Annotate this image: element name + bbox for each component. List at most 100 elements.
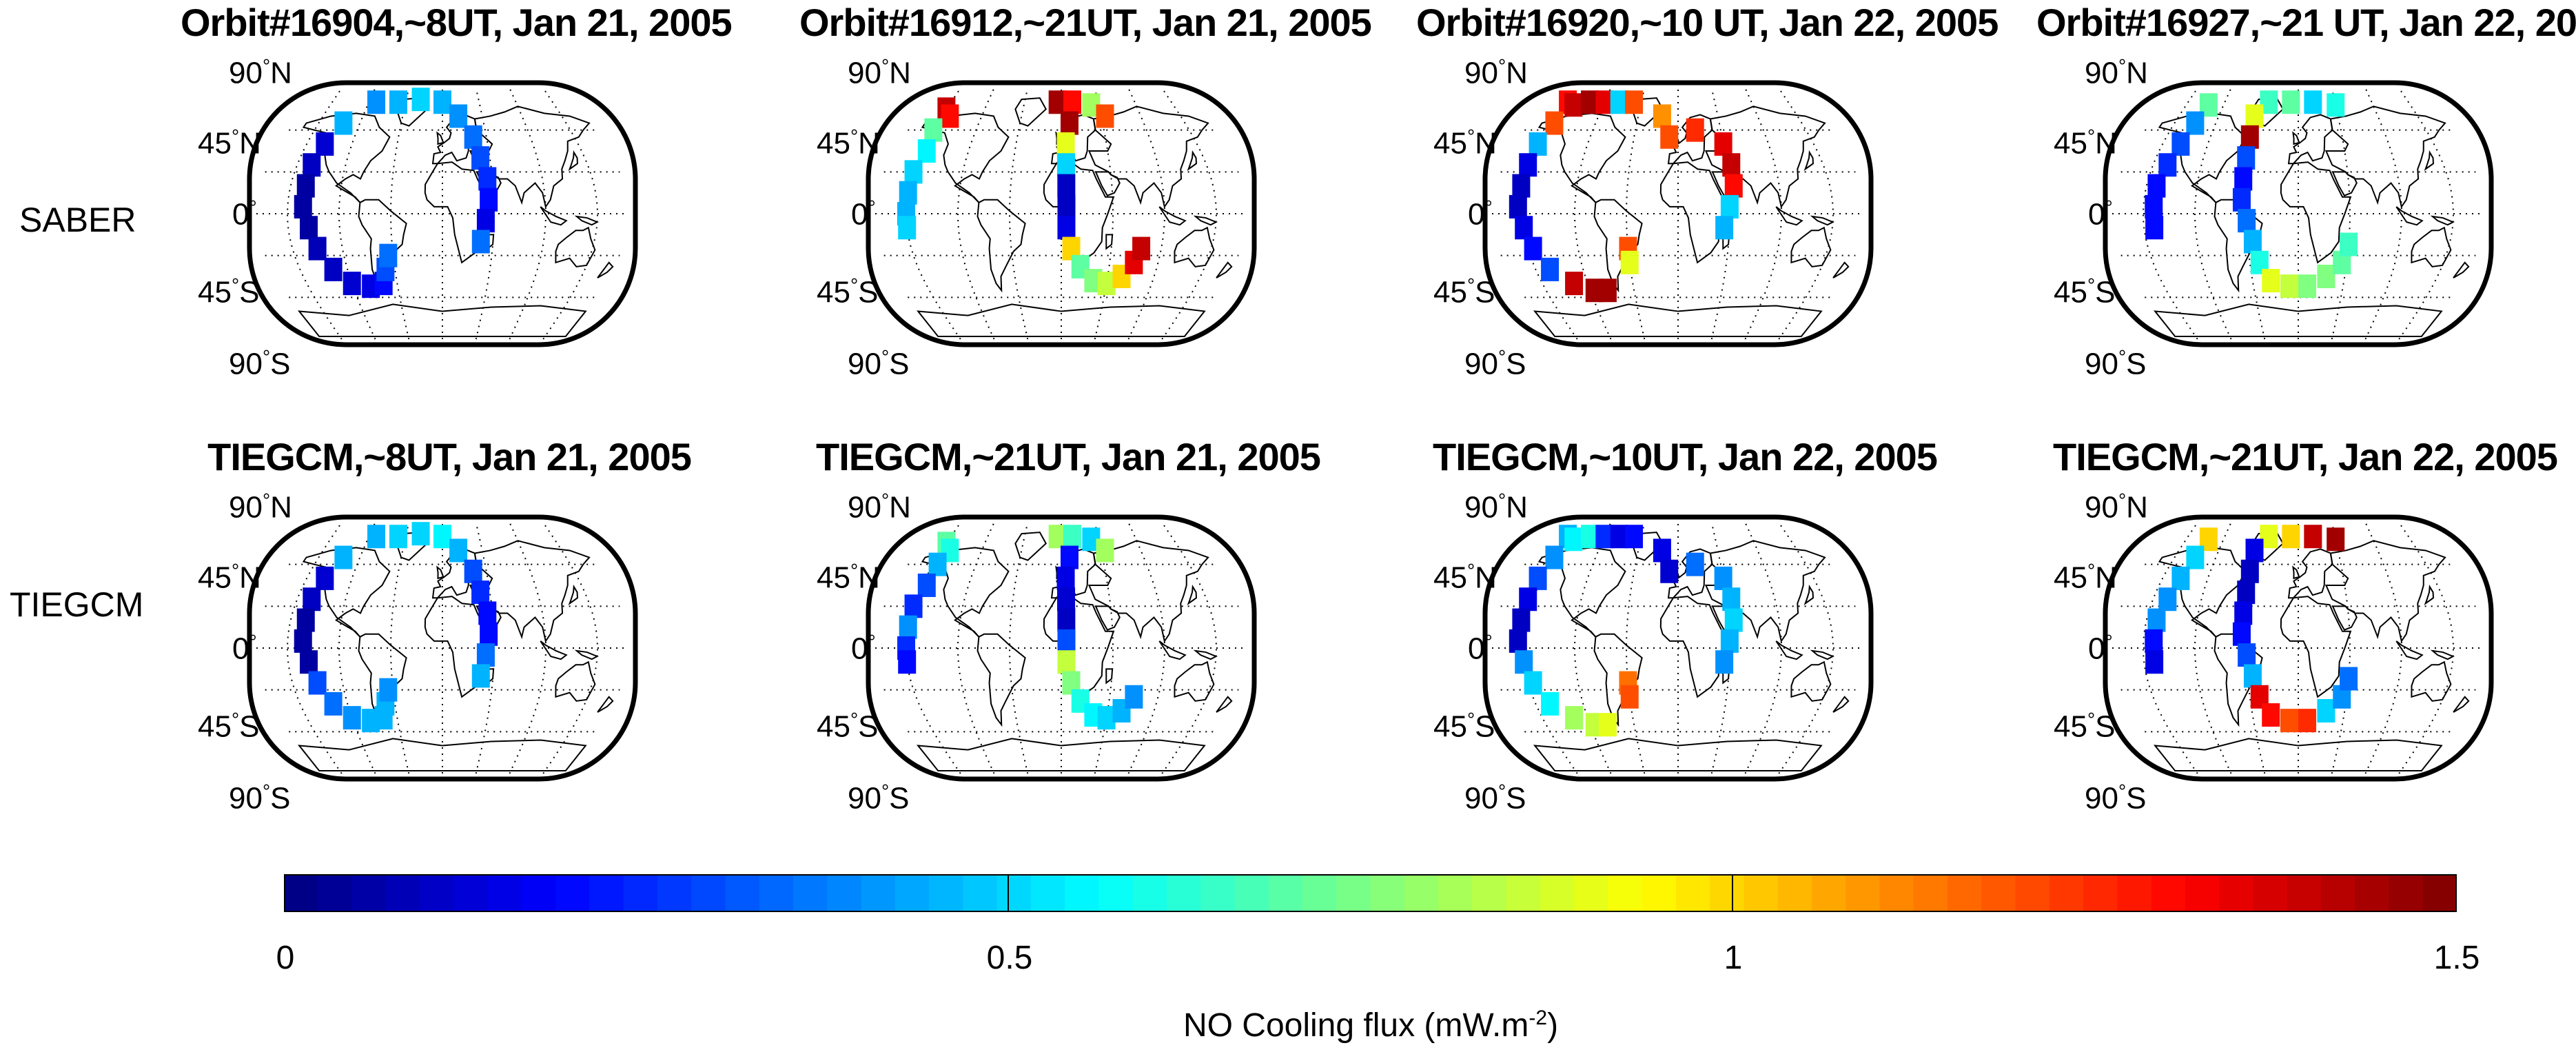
world-map [1482,80,1874,347]
coastline [977,633,1026,727]
coastline [2331,605,2358,631]
graticule-meridian [957,522,995,774]
flux-cell [471,580,490,605]
flux-cell [904,160,923,184]
coastline [431,548,478,599]
coastline [568,584,578,605]
flux-cell [294,629,312,653]
coastline [431,114,478,165]
latitude-label-n90: 90°N [2085,489,2148,525]
colorbar-cell [725,874,760,912]
map-panel-saber-1: Orbit#16904,~8UT, Jan 21, 2005 90°N 45°N 0°… [181,0,733,386]
flux-cell [449,104,468,128]
flux-cell [1620,250,1639,274]
flux-cell [1545,545,1564,569]
flux-cell [389,525,408,549]
coastline [1105,668,1114,685]
flux-cell [476,643,495,667]
flux-cell [389,90,408,114]
colorbar-cell [2219,874,2254,912]
flux-cell [464,125,482,149]
flux-cell [324,257,343,281]
world-map [247,80,638,347]
graticule-meridian [286,88,343,340]
coastline [1810,215,1834,226]
panel-title: Orbit#16920,~10 UT, Jan 22, 2005 [1416,1,1999,44]
latitude-label-s45: 45°S [198,274,260,310]
coastline [2453,696,2470,713]
colorbar-cell [1744,874,1779,912]
graticule-meridian [2194,522,2232,774]
coastline [1659,596,1732,698]
coastline [1537,547,1626,638]
latitude-label-s45: 45°S [1433,274,1495,310]
latitude-label-n45: 45°N [1433,125,1497,161]
flux-cell [2282,525,2300,549]
flux-cell [1724,174,1743,198]
flux-cell [379,678,398,702]
coastline [1832,261,1850,279]
coastline [2331,171,2358,196]
flux-cell [2340,667,2358,691]
graticule-meridian [1710,522,1731,774]
colorbar-cell [589,874,624,912]
latitude-label-n45: 45°N [817,560,880,595]
coastline [921,112,1010,203]
coastline [2280,596,2352,698]
flux-cell [324,691,343,716]
coastline [1790,660,1832,702]
colorbar-tick-1: 1 [1724,940,1743,976]
map-frame [2103,80,2494,347]
colorbar-cell [1913,874,1948,912]
panel-title: TIEGCM,~21UT, Jan 22, 2005 [2053,435,2558,478]
coastline [1187,584,1197,605]
colorbar-cell [2287,874,2322,912]
flux-cell [1060,545,1079,569]
flux-cell [1541,691,1560,716]
coastline [2430,215,2455,226]
flux-cell [2234,167,2253,191]
coastline [1094,171,1121,196]
latitude-label-s90: 90°S [2085,780,2147,816]
flux-cell [1564,93,1583,117]
graticule-meridian [286,522,343,774]
flux-cell [1564,527,1583,552]
colorbar-cell [420,874,454,912]
flux-cell [1125,685,1143,709]
graticule-meridian [1094,88,1114,340]
coastline [1593,633,1643,727]
graticule-meridian [1573,88,1612,340]
flux-cell [1625,90,1644,114]
coastline [1187,150,1197,171]
latitude-label-s90: 90°S [848,346,910,381]
colorbar-cell [1268,874,1303,912]
colorbar-cell [1336,874,1371,912]
flux-cell [2317,699,2335,723]
graticule-meridian [542,522,599,774]
graticule-meridian [905,522,961,774]
flux-cell [1529,566,1547,590]
flux-cell [334,111,353,135]
flux-cell [2245,104,2264,128]
graticule-meridian [2194,88,2232,340]
flux-cell [433,90,451,114]
flux-cell [1598,713,1617,737]
colorbar-cell [1642,874,1677,912]
flux-cell [2238,209,2256,233]
flux-cell [471,146,490,170]
colorbar-cell [1710,874,1745,912]
graticule-meridian [1778,522,1834,774]
flux-cell [2280,274,2299,299]
flux-cell [343,706,361,730]
flux-cell [471,664,490,688]
coastline [2453,261,2470,279]
colorbar-cell [691,874,726,912]
flux-cell [1565,272,1584,296]
coastline [916,303,1206,337]
graticule-meridian [389,522,410,774]
latitude-label-n90: 90°N [848,55,911,90]
coastline [2424,584,2434,605]
panel-title: Orbit#16927,~21 UT, Jan 22, 2005 [2036,1,2576,44]
latitude-label-n45: 45°N [198,125,261,161]
latitude-label-n90: 90°N [1464,55,1528,90]
